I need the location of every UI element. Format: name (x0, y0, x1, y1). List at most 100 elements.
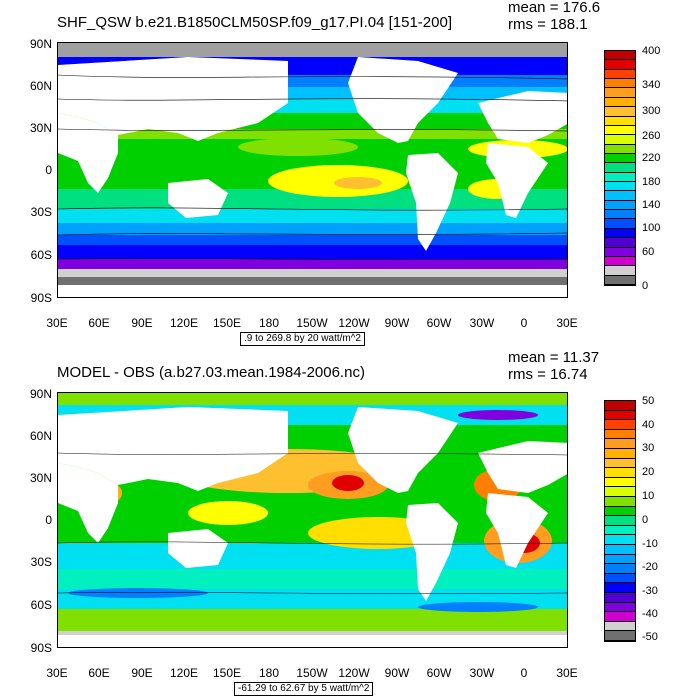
lat-label-90n: 90N (29, 387, 52, 401)
lon-label-30e: 30E (46, 316, 68, 330)
lon-label-120e: 120E (169, 666, 199, 680)
colorbar-label: -50 (642, 631, 658, 643)
colorbar-cell (605, 163, 635, 173)
colorbar-label: 0 (642, 280, 649, 292)
lat-label-90n: 90N (29, 37, 52, 51)
colorbar-cell (605, 200, 635, 211)
lat-label-eq: 0 (45, 513, 52, 527)
lat-label-60n: 60N (29, 429, 52, 443)
colorbar-cell (605, 135, 635, 145)
colorbar-cell (605, 238, 635, 248)
map-field (58, 393, 567, 647)
colorbar-label: 140 (642, 199, 661, 211)
colorbar-cell (605, 256, 635, 267)
colorbar-cell (605, 477, 635, 488)
lon-label-120w: 120W (338, 316, 370, 330)
colorbar-cell (605, 79, 635, 89)
lon-label-0: 0 (520, 316, 528, 330)
colorbar-cell (605, 631, 635, 641)
colorbar-cell (605, 144, 635, 154)
colorbar-cell (605, 60, 635, 70)
lon-label-60w: 60W (426, 316, 452, 330)
lat-label-eq: 0 (45, 163, 52, 177)
colorbar-cell (605, 247, 635, 257)
colorbar-cell (605, 554, 635, 565)
lat-label-30s: 30S (30, 555, 52, 569)
colorbar-cell (605, 275, 635, 285)
colorbar-cell (605, 116, 635, 126)
lat-label-30n: 30N (29, 121, 52, 135)
colorbar-cell (605, 69, 635, 80)
colorbar-cell (605, 583, 635, 593)
colorbar-cell (605, 191, 635, 201)
colorbar-label: 340 (642, 79, 661, 91)
lon-label-30e: 30E (46, 666, 68, 680)
colorbar-label: 30 (642, 442, 655, 454)
lon-label-60e: 60E (88, 316, 110, 330)
lon-label-30e-end: 30E (556, 666, 578, 680)
colorbar-cell (605, 602, 635, 613)
colorbar-cell (605, 449, 635, 459)
colorbar-cell (605, 153, 635, 164)
colorbar-cell (605, 420, 635, 430)
lon-label-30e-end: 30E (556, 316, 578, 330)
colorbar-label: -10 (642, 538, 658, 550)
colorbar-label: 40 (642, 419, 655, 431)
colorbar-cell (605, 410, 635, 421)
lon-label-90e: 90E (131, 666, 153, 680)
lon-label-180: 180 (258, 316, 280, 330)
colorbar-cell (605, 439, 635, 449)
panel-title: MODEL - OBS (a.b27.03.mean.1984-2006.nc) (57, 364, 365, 381)
colorbar (604, 400, 636, 642)
colorbar-cell (605, 125, 635, 136)
mean-stat: mean = 11.37 (508, 349, 600, 366)
rms-stat: rms = 188.1 (508, 16, 588, 33)
colorbar-cell (605, 516, 635, 526)
colorbar-label: 300 (642, 105, 661, 117)
colorbar-cell (605, 535, 635, 545)
panel-title: SHF_QSW b.e21.B1850CLM50SP.f09_g17.PI.04… (57, 14, 452, 31)
lon-label-150w: 150W (296, 316, 328, 330)
lat-label-30n: 30N (29, 471, 52, 485)
lon-label-150w: 150W (296, 666, 328, 680)
colorbar-cell (605, 506, 635, 517)
contour-range-note: .9 to 269.8 by 20 watt/m^2 (240, 332, 365, 346)
colorbar-cell (605, 97, 635, 108)
colorbar-cell (605, 564, 635, 574)
colorbar-cell (605, 573, 635, 584)
contour-range-note: -61.29 to 62.67 by 5 watt/m^2 (234, 682, 374, 696)
colorbar-label: 60 (642, 246, 655, 258)
colorbar-label: 10 (642, 490, 655, 502)
colorbar-label: -20 (642, 561, 658, 573)
colorbar-label: 20 (642, 466, 655, 478)
lat-label-60n: 60N (29, 79, 52, 93)
lon-label-0: 0 (520, 666, 528, 680)
colorbar-cell (605, 545, 635, 555)
colorbar-cell (605, 219, 635, 229)
colorbar-cell (605, 612, 635, 622)
colorbar-cell (605, 88, 635, 98)
map-plot (57, 42, 568, 298)
lon-label-30w: 30W (469, 666, 495, 680)
colorbar-cell (605, 210, 635, 220)
colorbar-label: 180 (642, 176, 661, 188)
colorbar-cell (605, 487, 635, 497)
colorbar-cell (605, 401, 635, 411)
colorbar-label: 0 (642, 514, 649, 526)
map-plot (57, 392, 568, 648)
lat-label-90s: 90S (30, 291, 52, 305)
map-field (58, 43, 567, 297)
lon-label-30w: 30W (469, 316, 495, 330)
lon-label-150e: 150E (212, 316, 242, 330)
colorbar-label: 400 (642, 45, 661, 57)
mean-stat: mean = 176.6 (508, 0, 601, 16)
lat-label-60s: 60S (30, 598, 52, 612)
colorbar-cell (605, 107, 635, 117)
lon-label-120e: 120E (169, 316, 199, 330)
colorbar-cell (605, 593, 635, 603)
lat-label-30s: 30S (30, 205, 52, 219)
lon-label-180: 180 (258, 666, 280, 680)
colorbar-cell (605, 621, 635, 632)
colorbar-label: 220 (642, 152, 661, 164)
lon-label-60e: 60E (88, 666, 110, 680)
